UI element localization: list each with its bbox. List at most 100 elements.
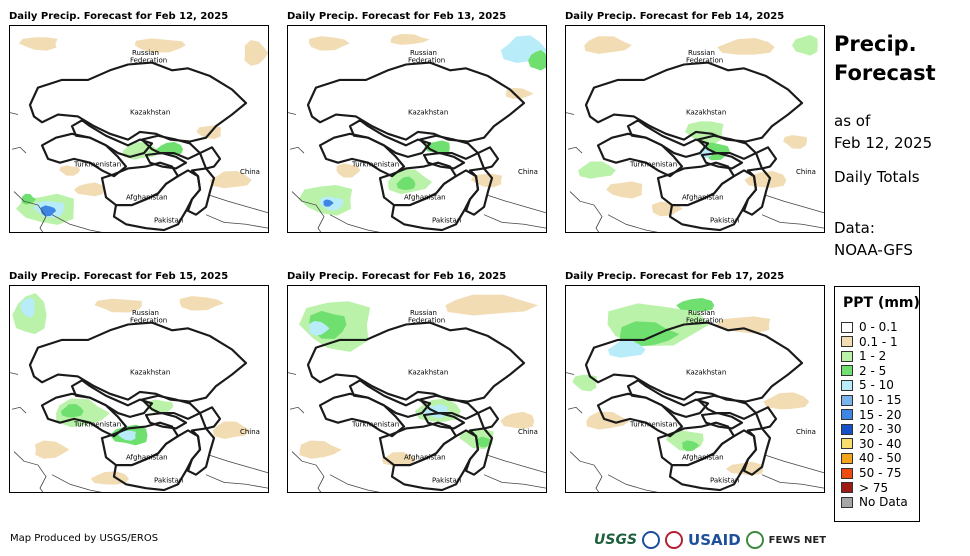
legend-label: No Data — [859, 495, 908, 510]
legend-item: 20 - 30 — [841, 422, 902, 436]
precip-area — [209, 170, 252, 189]
data-value: NOAA-GFS — [834, 241, 913, 259]
precip-area — [606, 181, 643, 199]
precip-area — [500, 411, 535, 429]
precip-area — [470, 173, 503, 188]
map-label-afghanistan: Afghanistan — [404, 193, 446, 201]
legend-swatch — [841, 379, 853, 391]
precip-area — [396, 176, 416, 190]
precip-area — [299, 440, 342, 459]
country-border — [754, 406, 778, 430]
border-line — [329, 214, 381, 232]
map-label-pakistan: Pakistan — [432, 476, 461, 484]
map-label-pakistan: Pakistan — [710, 476, 739, 484]
precip-map: Russian Federation Kazakhstan Turkmenistan A… — [287, 285, 547, 493]
legend-label: 0 - 0.1 — [859, 320, 898, 334]
map-label-russia-2: Federation — [408, 57, 445, 65]
country-border — [476, 406, 500, 430]
map-label-china: China — [240, 168, 260, 176]
map-label-russia-2: Federation — [408, 317, 445, 325]
border-line — [289, 146, 305, 154]
country-border — [348, 379, 432, 418]
legend-swatch — [841, 482, 853, 494]
noaa-logo-icon — [642, 531, 661, 549]
country-border — [418, 394, 480, 420]
legend-item: 15 - 20 — [841, 408, 902, 422]
country-border — [696, 134, 758, 160]
country-border — [140, 134, 202, 160]
precip-area — [783, 135, 807, 149]
border-line — [765, 195, 824, 214]
country-border — [584, 321, 804, 403]
partner-logos: USGS USAID FEWS NET — [594, 528, 826, 552]
map-label-russia-1: Russian — [688, 49, 715, 57]
precip-area — [21, 193, 36, 205]
as-of-label: as of — [834, 112, 871, 130]
legend-label: 2 - 5 — [859, 363, 887, 378]
country-border — [198, 406, 222, 430]
country-border — [186, 427, 216, 476]
legend-swatch — [841, 321, 853, 333]
precip-area — [74, 182, 105, 197]
fews-net-logo: FEWS NET — [768, 534, 827, 546]
country-border — [626, 379, 710, 418]
map-label-turkmenistan: Turkmenistan — [629, 161, 677, 169]
map-label-pakistan: Pakistan — [432, 216, 461, 224]
precip-area — [20, 297, 35, 318]
panel-title: Daily Precip. Forecast for Feb 15, 2025 — [9, 271, 229, 282]
legend-item: 5 - 10 — [841, 378, 894, 392]
country-border — [700, 152, 744, 170]
legend-label: 5 - 10 — [859, 378, 894, 393]
precip-map: Russian Federation Kazakhstan Turkmenistan A… — [287, 25, 547, 233]
legend-item: 50 - 75 — [841, 466, 902, 480]
legend-item: 1 - 2 — [841, 349, 886, 363]
country-border — [696, 394, 758, 420]
panel-title: Daily Precip. Forecast for Feb 17, 2025 — [565, 271, 785, 282]
country-border — [742, 427, 772, 476]
side-title-line1: Precip. — [834, 32, 917, 56]
country-border — [422, 152, 466, 170]
country-border — [144, 152, 188, 170]
map-label-china: China — [518, 428, 538, 436]
precip-area — [572, 374, 598, 392]
border-line — [209, 455, 268, 474]
map-label-afghanistan: Afghanistan — [126, 453, 168, 461]
precip-area — [118, 430, 136, 441]
as-of-date: as of Feb 12, 2025 — [834, 110, 932, 154]
country-border — [186, 167, 216, 216]
legend-item: 2 - 5 — [841, 364, 886, 378]
border-line — [13, 451, 47, 492]
country-border — [144, 412, 188, 430]
map-label-kazakhstan: Kazakhstan — [130, 369, 170, 377]
precip-area — [607, 340, 646, 358]
legend-label: 1 - 2 — [859, 349, 887, 364]
panel-title: Daily Precip. Forecast for Feb 13, 2025 — [287, 11, 507, 22]
precip-area — [35, 440, 70, 459]
border-line — [483, 214, 546, 229]
map-label-kazakhstan: Kazakhstan — [686, 369, 726, 377]
legend-swatch — [841, 452, 853, 464]
precip-area — [134, 38, 186, 53]
map-label-russia-1: Russian — [410, 49, 437, 57]
precip-map: Russian Federation Kazakhstan Turkmenistan A… — [565, 25, 825, 233]
country-border — [306, 61, 526, 143]
precip-map: Russian Federation Kazakhstan Turkmenistan A… — [9, 285, 269, 493]
border-line — [765, 455, 824, 474]
border-line — [291, 191, 325, 232]
map-label-russia-1: Russian — [688, 309, 715, 317]
precip-area — [179, 296, 224, 311]
as-of-value: Feb 12, 2025 — [834, 134, 933, 152]
border-line — [51, 214, 103, 232]
precip-area — [309, 36, 350, 51]
country-border — [28, 321, 248, 403]
legend-label: 50 - 75 — [859, 466, 902, 480]
map-label-russia-2: Federation — [686, 57, 723, 65]
data-label: Data: — [834, 219, 875, 237]
map-label-china: China — [518, 168, 538, 176]
legend-item: 0 - 0.1 — [841, 320, 898, 334]
country-border — [70, 119, 154, 158]
border-line — [289, 406, 305, 414]
